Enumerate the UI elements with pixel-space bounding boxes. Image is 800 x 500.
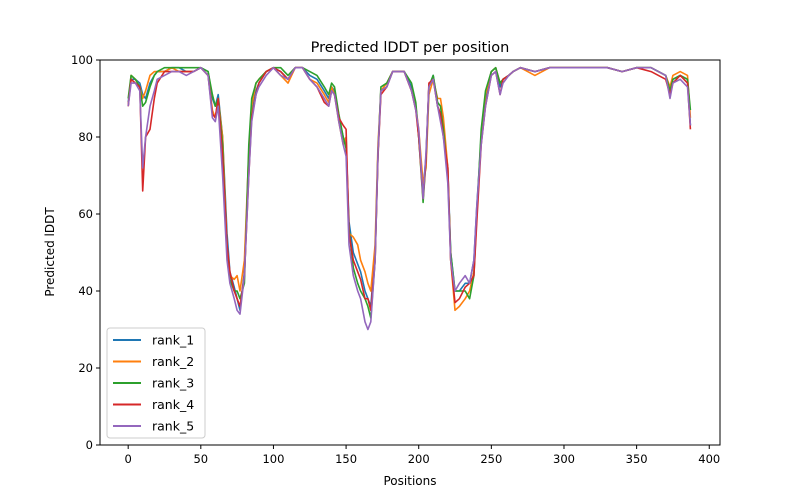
- y-tick-label: 60: [78, 207, 93, 221]
- x-axis-label: Positions: [384, 474, 437, 488]
- x-tick-label: 350: [626, 452, 648, 466]
- legend-box: [106, 327, 206, 439]
- x-tick-label: 50: [193, 452, 208, 466]
- y-tick-label: 100: [71, 53, 93, 67]
- series-line-rank-5: [127, 66, 692, 331]
- x-tick-label: 400: [698, 452, 720, 466]
- legend-label-rank-4: rank_4: [152, 397, 194, 412]
- legend: rank_1 rank_2 rank_3 rank_4 rank_5: [106, 327, 206, 439]
- y-tick-label: 40: [78, 284, 93, 298]
- x-axis: 0 50 100 150 200 250 300 350 400: [125, 445, 720, 466]
- plot-frame: [99, 59, 721, 446]
- y-axis-label: Predicted lDDT: [43, 207, 57, 297]
- x-tick-label: 150: [335, 452, 357, 466]
- x-tick-label: 0: [125, 452, 132, 466]
- legend-label-rank-2: rank_2: [152, 354, 194, 369]
- x-tick-label: 200: [408, 452, 430, 466]
- series-lines: [127, 66, 692, 331]
- legend-label-rank-5: rank_5: [152, 419, 194, 434]
- x-tick-label: 250: [480, 452, 502, 466]
- y-tick-label: 0: [86, 438, 93, 452]
- y-tick-label: 80: [78, 130, 93, 144]
- x-tick-label: 300: [553, 452, 575, 466]
- y-axis: 0 20 40 60 80 100: [71, 53, 100, 452]
- y-tick-label: 20: [78, 361, 93, 375]
- chart-title: Predicted lDDT per position: [311, 40, 510, 56]
- legend-label-rank-1: rank_1: [152, 333, 194, 348]
- x-tick-label: 100: [262, 452, 284, 466]
- legend-label-rank-3: rank_3: [152, 376, 194, 391]
